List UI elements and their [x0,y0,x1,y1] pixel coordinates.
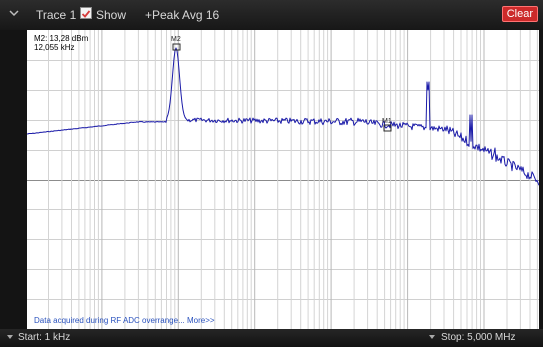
marker-readout-amplitude: M2: 13,28 dBm [34,34,89,43]
detector-average-label: +Peak Avg 16 [145,8,220,22]
marker-readout: M2: 13,28 dBm 12,055 kHz [34,34,88,52]
trace-toolbar: Trace 1 Show +Peak Avg 16 Clear [0,0,543,30]
marker-readout-frequency: 12,055 kHz [34,43,75,52]
overrange-warning-link[interactable]: Data acquired during RF ADC overrange...… [34,316,215,325]
trace-title: Trace 1 [36,8,77,22]
start-arrow-icon[interactable] [6,333,14,341]
stop-frequency[interactable]: Stop: 5,000 MHz [441,332,516,343]
plot-grid [27,30,539,329]
start-frequency[interactable]: Start: 1 kHz [18,332,71,343]
marker-m1[interactable]: M1 [382,118,392,132]
checkmark-icon [81,10,91,18]
frequency-range-bar: Start: 1 kHz Stop: 5,000 MHz [0,329,543,347]
show-label: Show [96,8,127,22]
marker-m2-label: M2 [171,36,181,43]
show-checkbox[interactable] [80,7,92,19]
clear-button[interactable]: Clear [501,6,538,22]
spectrum-plot-canvas: M2 M1 [27,30,539,329]
marker-m2[interactable]: M2 [171,36,181,51]
spectrum-plot[interactable]: M2 M1 M2: 13,28 dBm 12,055 kHz Data acqu… [27,30,539,329]
trace-line [27,47,539,186]
stop-arrow-icon[interactable] [428,333,436,341]
marker-m1-label: M1 [382,118,392,125]
chevron-down-icon[interactable] [9,8,19,18]
